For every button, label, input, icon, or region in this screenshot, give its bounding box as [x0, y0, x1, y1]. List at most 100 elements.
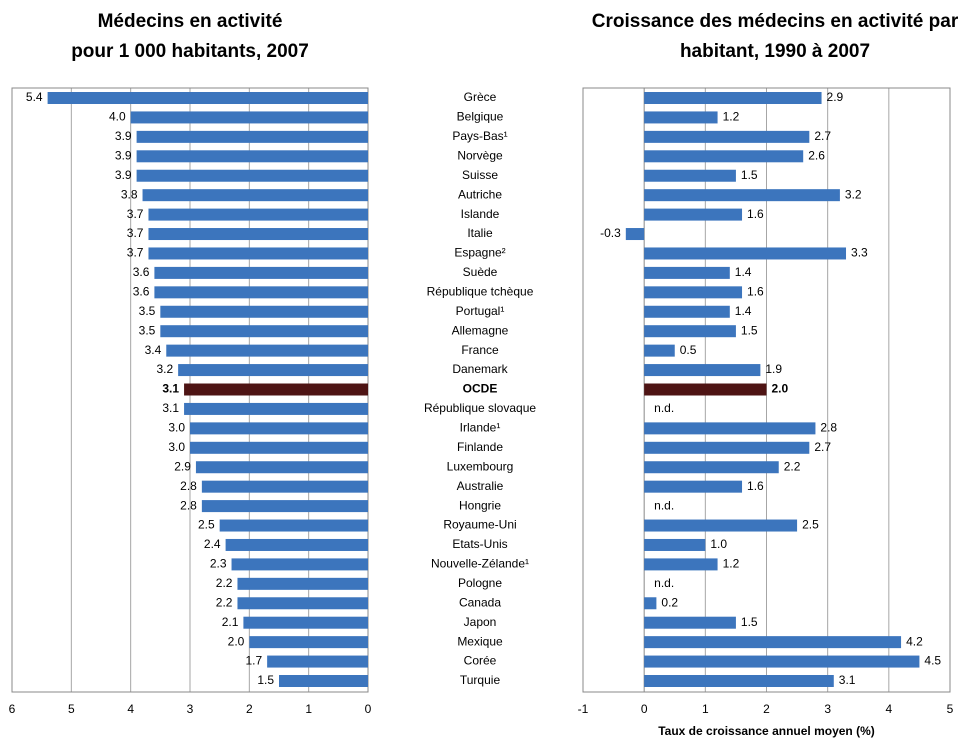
category-label: Irlande¹	[460, 421, 501, 435]
x-tick-label: 3	[187, 702, 194, 716]
value-label: 1.2	[723, 110, 740, 124]
value-label: 3.6	[133, 285, 150, 299]
value-label: 1.5	[741, 615, 758, 629]
value-label: 1.0	[710, 537, 727, 551]
category-label: Grèce	[464, 90, 497, 104]
value-label: 3.3	[851, 246, 868, 260]
value-label: 3.9	[115, 148, 132, 162]
category-label: Corée	[464, 654, 497, 668]
value-label: 3.0	[168, 421, 185, 435]
value-label: 2.7	[814, 129, 831, 143]
bar	[644, 519, 798, 532]
bar	[644, 344, 675, 357]
category-label: Islande	[461, 207, 500, 221]
category-label: Etats-Unis	[452, 537, 507, 551]
bar	[154, 266, 368, 279]
bar	[237, 577, 368, 590]
value-label: 2.5	[198, 518, 215, 532]
bar	[178, 364, 368, 377]
bar	[644, 538, 706, 551]
x-tick-label: 0	[365, 702, 372, 716]
value-label: 1.4	[735, 265, 752, 279]
chart-title: habitant, 1990 à 2007	[680, 41, 870, 62]
category-label: République slovaque	[424, 401, 536, 415]
bar	[625, 228, 645, 241]
x-tick-label: 1	[305, 702, 312, 716]
value-label: 1.5	[741, 323, 758, 337]
bar	[136, 169, 368, 182]
value-label: 2.2	[216, 595, 233, 609]
value-label: n.d.	[654, 401, 674, 415]
bar	[136, 150, 368, 163]
x-tick-label: -1	[578, 702, 589, 716]
value-label: 3.4	[145, 343, 162, 357]
value-label: 3.7	[127, 246, 144, 260]
bar	[190, 422, 368, 435]
bar	[644, 189, 840, 202]
x-tick-label: 6	[9, 702, 16, 716]
value-label: 3.9	[115, 168, 132, 182]
bar	[279, 675, 368, 687]
bar	[644, 305, 730, 318]
value-label: 1.6	[747, 479, 764, 493]
value-label: 0.5	[680, 343, 697, 357]
value-label: 3.7	[127, 226, 144, 240]
bar	[644, 111, 718, 124]
category-label: Mexique	[457, 634, 503, 648]
category-label: Finlande	[457, 440, 503, 454]
category-label: Pays-Bas¹	[452, 129, 507, 143]
value-label: -0.3	[600, 226, 621, 240]
value-label: 4.0	[109, 110, 126, 124]
category-label: Canada	[459, 595, 501, 609]
value-label: 3.5	[139, 323, 156, 337]
category-label: Italie	[467, 226, 493, 240]
bar	[644, 597, 657, 610]
value-label: 2.7	[814, 440, 831, 454]
bar	[644, 558, 718, 571]
value-label: 3.5	[139, 304, 156, 318]
x-tick-label: 4	[127, 702, 134, 716]
bar	[249, 636, 368, 649]
bar	[231, 558, 368, 571]
value-label: 5.4	[26, 90, 43, 104]
category-label: Japon	[464, 615, 497, 629]
bar	[201, 480, 368, 493]
category-label: Hongrie	[459, 498, 501, 512]
bar	[225, 538, 368, 551]
bar	[644, 364, 761, 377]
value-label: 2.0	[228, 634, 245, 648]
value-label: 3.1	[839, 673, 856, 687]
bar	[644, 480, 743, 493]
value-label: 3.6	[133, 265, 150, 279]
value-label: n.d.	[654, 576, 674, 590]
category-label: Suède	[463, 265, 498, 279]
value-label: 3.1	[162, 401, 179, 415]
bar	[644, 92, 822, 104]
x-tick-label: 4	[885, 702, 892, 716]
x-tick-label: 3	[824, 702, 831, 716]
value-label: 1.9	[765, 362, 782, 376]
x-tick-label: 2	[246, 702, 253, 716]
bar	[644, 247, 847, 260]
value-label: 2.2	[216, 576, 233, 590]
category-label: OCDE	[463, 382, 498, 396]
value-label: 3.7	[127, 207, 144, 221]
bar	[195, 461, 368, 474]
bar	[267, 655, 368, 668]
bar	[644, 169, 736, 182]
value-label: 2.1	[222, 615, 239, 629]
bar	[644, 461, 779, 474]
bar	[190, 441, 368, 454]
value-label: 3.2	[845, 187, 862, 201]
category-label: République tchèque	[427, 285, 534, 299]
bar	[136, 130, 368, 143]
value-label: 4.2	[906, 634, 923, 648]
value-label: 2.9	[827, 90, 844, 104]
bar	[201, 500, 368, 513]
value-label: 2.2	[784, 459, 801, 473]
bar	[184, 383, 368, 396]
plot-frame	[582, 87, 951, 693]
bar	[644, 325, 736, 338]
value-label: 3.8	[121, 187, 138, 201]
